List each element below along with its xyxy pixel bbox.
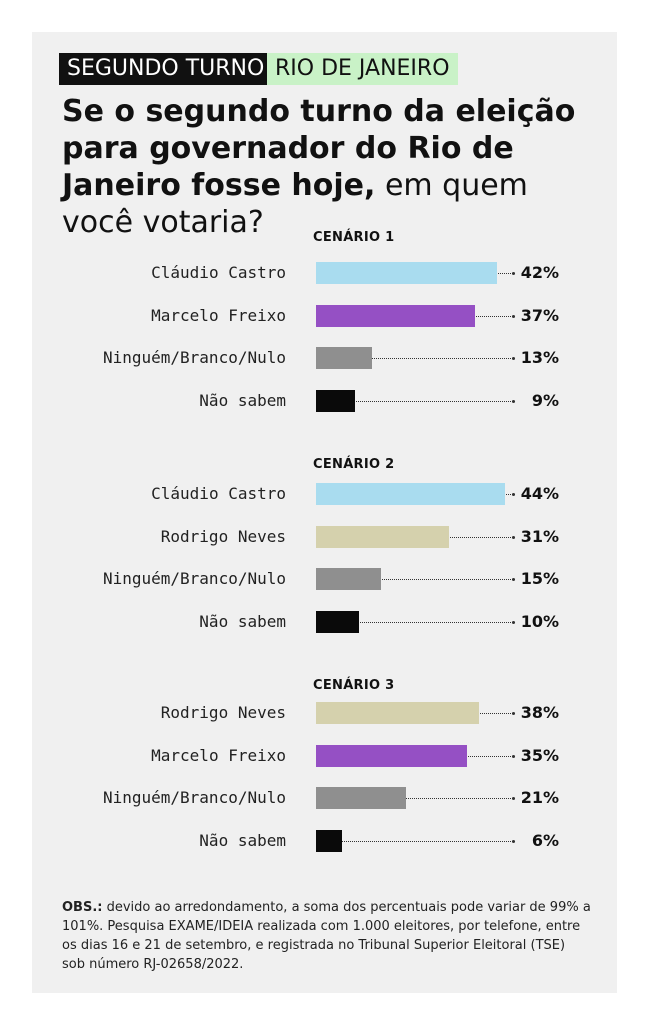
value-label: 9% <box>531 391 559 411</box>
footnote-text: devido ao arredondamento, a soma dos per… <box>62 900 591 972</box>
bar <box>316 745 467 767</box>
guide-end-dot <box>512 755 515 758</box>
bar <box>316 568 381 590</box>
dotted-guide <box>316 579 515 580</box>
bar <box>316 611 359 633</box>
value-label: 10% <box>520 612 559 632</box>
dotted-guide <box>316 841 515 842</box>
guide-end-dot <box>512 578 515 581</box>
headline: Se o segundo turno da eleição para gover… <box>62 93 602 241</box>
category-label: Rodrigo Neves <box>160 703 286 722</box>
category-label: Marcelo Freixo <box>151 745 286 765</box>
bar <box>316 390 355 412</box>
dotted-guide <box>316 622 515 623</box>
category-label: Não sabem <box>199 831 286 851</box>
category-label: Cláudio Castro <box>151 263 286 282</box>
dotted-guide <box>316 358 515 359</box>
bar <box>316 483 506 505</box>
value-label: 42% <box>520 263 559 282</box>
headline-bold: Se o segundo turno da eleição para gover… <box>62 94 576 203</box>
round-tag: SEGUNDO TURNO <box>59 53 273 85</box>
value-label: 6% <box>531 831 559 851</box>
category-label: Não sabem <box>199 612 286 632</box>
bar <box>316 305 476 327</box>
bar <box>316 702 480 724</box>
guide-end-dot <box>512 536 515 539</box>
value-label: 15% <box>520 569 559 589</box>
guide-end-dot <box>512 621 515 624</box>
headline-regular: em quem você votaria? <box>62 168 528 240</box>
footnote: OBS.: devido ao arredondamento, a soma d… <box>62 898 592 974</box>
guide-end-dot <box>512 493 515 496</box>
guide-end-dot <box>512 315 515 318</box>
bar <box>316 526 450 548</box>
value-label: 21% <box>520 788 559 808</box>
value-label: 35% <box>520 745 559 765</box>
category-label: Não sabem <box>199 391 286 411</box>
guide-end-dot <box>512 400 515 403</box>
category-label: Ninguém/Branco/Nulo <box>102 348 286 368</box>
state-tag: RIO DE JANEIRO <box>267 53 458 85</box>
scenario-1-title: CENÁRIO 1 <box>313 230 395 245</box>
value-label: 38% <box>520 703 559 722</box>
footnote-label: OBS.: <box>62 900 103 915</box>
value-label: 44% <box>520 484 559 503</box>
category-label: Ninguém/Branco/Nulo <box>102 569 286 589</box>
category-label: Marcelo Freixo <box>151 305 286 325</box>
scenario-2-title: CENÁRIO 2 <box>313 457 395 472</box>
guide-end-dot <box>512 272 515 275</box>
bar <box>316 830 342 852</box>
bar <box>316 787 407 809</box>
value-label: 37% <box>520 305 559 325</box>
value-label: 31% <box>520 526 559 546</box>
bar <box>316 347 372 369</box>
guide-end-dot <box>512 840 515 843</box>
guide-end-dot <box>512 357 515 360</box>
category-label: Ninguém/Branco/Nulo <box>102 788 286 808</box>
category-label: Rodrigo Neves <box>160 526 286 546</box>
category-label: Cláudio Castro <box>151 484 286 503</box>
scenario-3-title: CENÁRIO 3 <box>313 678 395 693</box>
dotted-guide <box>316 401 515 402</box>
guide-end-dot <box>512 712 515 715</box>
guide-end-dot <box>512 797 515 800</box>
value-label: 13% <box>520 348 559 368</box>
dotted-guide <box>316 798 515 799</box>
bar <box>316 262 497 284</box>
